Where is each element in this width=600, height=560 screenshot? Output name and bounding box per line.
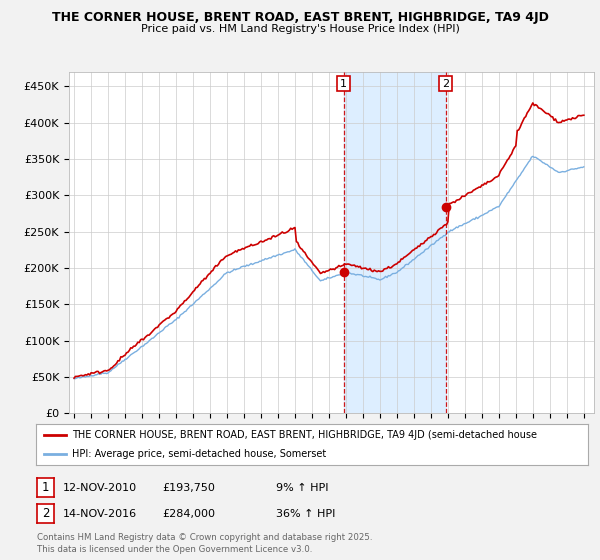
Text: 1: 1 [340,78,347,88]
Text: THE CORNER HOUSE, BRENT ROAD, EAST BRENT, HIGHBRIDGE, TA9 4JD: THE CORNER HOUSE, BRENT ROAD, EAST BRENT… [52,11,548,24]
Text: £284,000: £284,000 [162,508,215,519]
Text: 2: 2 [442,78,449,88]
Bar [344,72,446,413]
Text: HPI: Average price, semi-detached house, Somerset: HPI: Average price, semi-detached house,… [72,449,326,459]
Text: 2: 2 [42,507,49,520]
Text: 14-NOV-2016: 14-NOV-2016 [63,508,137,519]
Text: Contains HM Land Registry data © Crown copyright and database right 2025.
This d: Contains HM Land Registry data © Crown c… [37,533,373,554]
Text: 1: 1 [42,481,49,494]
Text: 9% ↑ HPI: 9% ↑ HPI [276,483,329,493]
Text: 12-NOV-2010: 12-NOV-2010 [63,483,137,493]
Text: Price paid vs. HM Land Registry's House Price Index (HPI): Price paid vs. HM Land Registry's House … [140,24,460,34]
Text: £193,750: £193,750 [162,483,215,493]
Text: 36% ↑ HPI: 36% ↑ HPI [276,508,335,519]
Text: THE CORNER HOUSE, BRENT ROAD, EAST BRENT, HIGHBRIDGE, TA9 4JD (semi-detached hou: THE CORNER HOUSE, BRENT ROAD, EAST BRENT… [72,431,537,440]
